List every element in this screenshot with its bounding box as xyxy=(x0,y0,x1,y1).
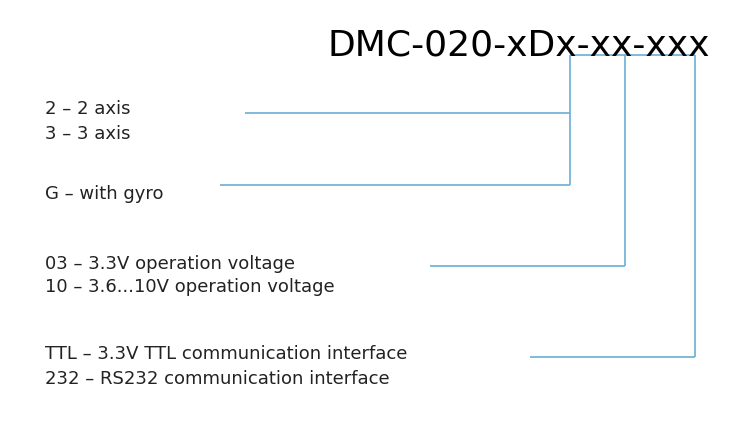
Text: DMC-020-xDx-xx-xxx: DMC-020-xDx-xx-xxx xyxy=(328,28,710,62)
Text: G – with gyro: G – with gyro xyxy=(45,185,163,203)
Text: 232 – RS232 communication interface: 232 – RS232 communication interface xyxy=(45,370,389,388)
Text: 10 – 3.6...10V operation voltage: 10 – 3.6...10V operation voltage xyxy=(45,278,335,296)
Text: 03 – 3.3V operation voltage: 03 – 3.3V operation voltage xyxy=(45,255,295,273)
Text: 2 – 2 axis: 2 – 2 axis xyxy=(45,100,130,118)
Text: TTL – 3.3V TTL communication interface: TTL – 3.3V TTL communication interface xyxy=(45,345,407,363)
Text: 3 – 3 axis: 3 – 3 axis xyxy=(45,125,130,143)
